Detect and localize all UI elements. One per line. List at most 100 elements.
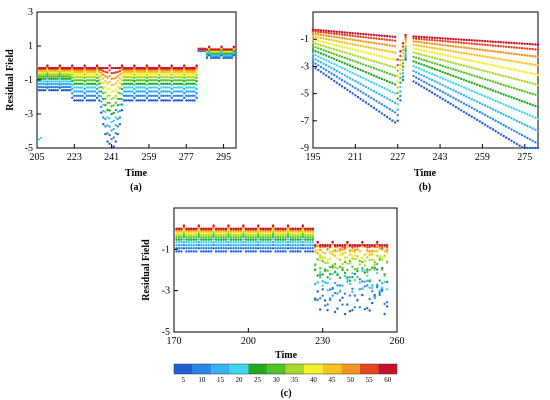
data-point <box>473 39 476 42</box>
data-point <box>127 76 130 79</box>
data-point <box>267 238 270 241</box>
data-point <box>154 99 157 102</box>
data-point <box>428 46 431 49</box>
data-point <box>247 241 250 244</box>
data-point <box>116 132 120 136</box>
data-point <box>399 68 402 71</box>
data-point <box>362 63 365 66</box>
data-point <box>483 86 487 89</box>
data-point <box>346 37 349 41</box>
data-point <box>470 89 473 93</box>
data-point <box>85 94 89 98</box>
data-point <box>420 38 423 41</box>
data-point <box>151 86 155 89</box>
data-point <box>212 224 215 227</box>
data-point <box>331 253 334 256</box>
data-point <box>468 88 471 91</box>
x-tick-label: 259 <box>141 152 156 163</box>
data-point <box>486 96 489 99</box>
data-point <box>491 98 495 102</box>
data-point <box>143 79 146 82</box>
data-point <box>380 246 384 249</box>
data-point <box>185 244 188 247</box>
data-point <box>356 74 360 77</box>
data-point <box>62 73 66 76</box>
data-point <box>309 233 312 237</box>
data-point <box>358 288 361 291</box>
data-point <box>69 80 72 83</box>
data-point <box>195 233 198 237</box>
data-point <box>98 76 101 79</box>
data-point <box>486 115 489 118</box>
data-point <box>222 238 225 241</box>
data-point <box>214 233 218 237</box>
data-point <box>481 69 484 72</box>
panel-c: 170 200 230 260-1-3-5 Residual Field Time (… <box>141 207 405 399</box>
data-point <box>322 53 325 56</box>
data-point <box>106 71 109 74</box>
data-point <box>417 48 421 51</box>
data-point <box>370 59 373 62</box>
data-point <box>327 76 331 79</box>
data-point <box>108 80 111 84</box>
data-point <box>515 98 518 101</box>
data-point <box>39 73 43 76</box>
data-point <box>412 74 415 78</box>
data-point <box>170 96 173 100</box>
data-point <box>168 70 171 74</box>
data-point <box>317 36 320 39</box>
data-point <box>366 249 369 252</box>
data-point <box>401 68 405 72</box>
data-point <box>212 238 215 241</box>
data-point <box>319 44 323 47</box>
data-point <box>319 308 322 311</box>
data-point <box>327 70 331 74</box>
data-point <box>520 70 524 73</box>
data-point <box>284 238 287 241</box>
data-point <box>364 40 368 43</box>
data-point <box>534 63 537 67</box>
data-point <box>239 233 243 237</box>
data-point <box>364 51 368 54</box>
data-point <box>189 94 192 98</box>
data-point <box>340 85 344 88</box>
data-point <box>37 73 41 76</box>
data-point <box>66 85 70 89</box>
data-point <box>346 262 349 265</box>
data-point <box>234 238 238 241</box>
data-point <box>362 91 365 95</box>
data-point <box>112 145 115 148</box>
data-point <box>182 224 186 227</box>
data-point <box>475 54 479 57</box>
data-point <box>353 306 357 309</box>
data-point <box>58 77 61 81</box>
data-point <box>415 56 418 59</box>
data-point <box>254 232 257 235</box>
data-point <box>129 66 132 70</box>
data-point <box>137 73 140 76</box>
data-point <box>309 247 312 250</box>
data-point <box>135 73 138 76</box>
data-point <box>104 80 107 83</box>
data-point <box>412 55 415 59</box>
data-point <box>497 50 500 54</box>
data-point <box>370 52 373 56</box>
data-point <box>205 48 209 51</box>
data-point <box>383 95 386 99</box>
data-point <box>58 72 61 76</box>
data-point <box>48 66 51 70</box>
data-point <box>133 96 136 100</box>
data-point <box>343 80 346 83</box>
data-point <box>404 58 407 61</box>
data-point <box>249 227 252 230</box>
data-point <box>333 270 337 274</box>
data-point <box>481 112 484 115</box>
data-point <box>141 79 144 82</box>
data-point <box>193 73 196 76</box>
data-point <box>343 86 346 90</box>
data-point <box>214 238 218 241</box>
data-point <box>460 100 463 104</box>
data-point <box>224 48 227 51</box>
data-point <box>174 76 178 79</box>
data-point <box>93 70 97 74</box>
